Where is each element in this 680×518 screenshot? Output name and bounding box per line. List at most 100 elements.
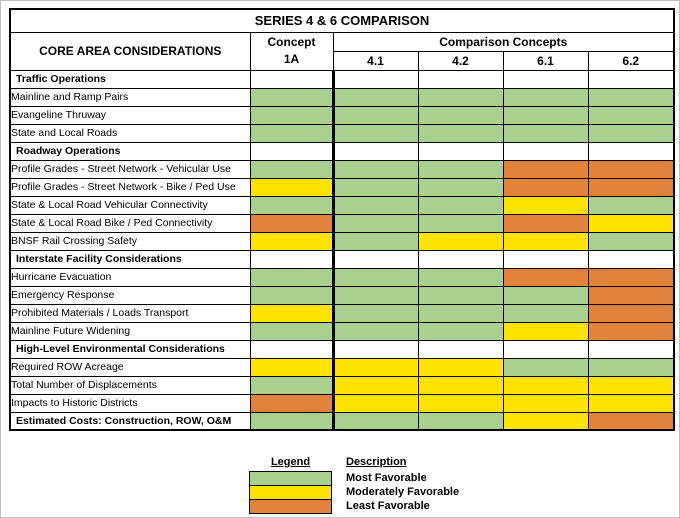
rating-cell-most [332,267,419,287]
rating-cell-most [417,87,504,107]
row-label: Roadway Operations [9,141,251,161]
rating-cell-none [502,69,589,89]
row-label: Profile Grades - Street Network - Bike /… [9,177,251,197]
row-label: Interstate Facility Considerations [9,249,251,269]
rating-cell-moderate [417,357,504,377]
row-label: Prohibited Materials / Loads Transport [9,303,251,323]
rating-cell-none [249,69,335,89]
row-label: Traffic Operations [9,69,251,89]
row-label: Profile Grades - Street Network - Vehicu… [9,159,251,179]
rating-cell-most [502,303,589,323]
rating-cell-none [587,69,675,89]
row-label: State and Local Roads [9,123,251,143]
table-row: BNSF Rail Crossing Safety [9,231,675,251]
table-row: Total Number of Displacements [9,375,675,395]
rating-cell-most [249,321,335,341]
rating-cell-most [332,285,419,305]
table-row: State and Local Roads [9,123,675,143]
core-area-considerations-header: CORE AREA CONSIDERATIONS [9,31,251,71]
column-header-4-2: 4.2 [417,50,504,71]
rating-cell-none [249,339,335,359]
rating-cell-moderate [502,195,589,215]
rating-cell-moderate [249,231,335,251]
row-label: BNSF Rail Crossing Safety [9,231,251,251]
rating-cell-least [587,411,675,431]
rating-cell-most [417,195,504,215]
row-label: Evangeline Thruway [9,105,251,125]
rating-cell-moderate [417,393,504,413]
title-row: SERIES 4 & 6 COMPARISON [9,8,675,33]
rating-cell-most [249,105,335,125]
column-header-6-2: 6.2 [587,50,675,71]
rating-cell-moderate [332,393,419,413]
rating-cell-none [587,249,675,269]
comparison-table: SERIES 4 & 6 COMPARISON CORE AREA CONSID… [9,8,676,431]
rating-cell-most [417,213,504,233]
rating-cell-moderate [417,231,504,251]
table-row: Emergency Response [9,285,675,305]
rating-cell-moderate [332,357,419,377]
rating-cell-most [249,87,335,107]
table-row: Prohibited Materials / Loads Transport [9,303,675,323]
row-label: State & Local Road Bike / Ped Connectivi… [9,213,251,233]
rating-cell-most [417,267,504,287]
most-favorable-swatch [249,471,332,486]
rating-cell-none [332,339,419,359]
rating-cell-none [417,141,504,161]
rating-cell-most [332,303,419,323]
legend-item: Least Favorable [249,499,529,514]
rating-cell-least [587,321,675,341]
rating-cell-most [502,357,589,377]
rating-cell-least [587,303,675,323]
rating-cell-none [417,69,504,89]
rating-cell-most [587,87,675,107]
table-row: Profile Grades - Street Network - Vehicu… [9,159,675,179]
rating-cell-least [502,213,589,233]
rating-cell-most [587,195,675,215]
rating-cell-least [502,177,589,197]
table-row: State & Local Road Vehicular Connectivit… [9,195,675,215]
table-row: Estimated Costs: Construction, ROW, O&M [9,411,675,431]
legend: Legend Description Most Favorable Moderat… [249,456,529,514]
rating-cell-least [587,267,675,287]
section-row: Interstate Facility Considerations [9,249,675,269]
concept-label: Concept [267,34,316,49]
row-label: Mainline and Ramp Pairs [9,87,251,107]
legend-description-heading: Description [346,456,407,468]
rating-cell-most [502,105,589,125]
rating-cell-moderate [332,375,419,395]
section-row: Traffic Operations [9,69,675,89]
rating-cell-least [587,285,675,305]
rating-cell-most [249,195,335,215]
legend-items: Most Favorable Moderately Favorable Least … [249,471,529,514]
legend-item-label: Moderately Favorable [346,486,460,498]
rating-cell-none [332,69,419,89]
rating-cell-most [249,375,335,395]
rating-cell-least [249,213,335,233]
legend-item-label: Most Favorable [346,472,427,484]
rating-cell-least [587,177,675,197]
rating-cell-most [417,177,504,197]
rating-cell-most [332,321,419,341]
legend-item-label: Least Favorable [346,500,430,512]
section-row: High-Level Environmental Considerations [9,339,675,359]
table-row: State & Local Road Bike / Ped Connectivi… [9,213,675,233]
rating-cell-none [502,339,589,359]
concept-1a-header: Concept 1A [249,31,334,71]
row-label: State & Local Road Vehicular Connectivit… [9,195,251,215]
row-label: Hurricane Evacuation [9,267,251,287]
rating-cell-least [502,159,589,179]
rating-cell-moderate [249,303,335,323]
rating-cell-most [249,123,335,143]
rating-cell-most [417,321,504,341]
legend-heading: Legend [270,456,311,468]
legend-headers: Legend Description [249,456,529,468]
rating-cell-moderate [417,375,504,395]
rating-cell-moderate [249,357,335,377]
rating-cell-most [502,285,589,305]
row-label: Total Number of Displacements [9,375,251,395]
row-label: Emergency Response [9,285,251,305]
row-label: Impacts to Historic Districts [9,393,251,413]
moderate-favorable-swatch [249,485,332,500]
table-row: Required ROW Acreage [9,357,675,377]
